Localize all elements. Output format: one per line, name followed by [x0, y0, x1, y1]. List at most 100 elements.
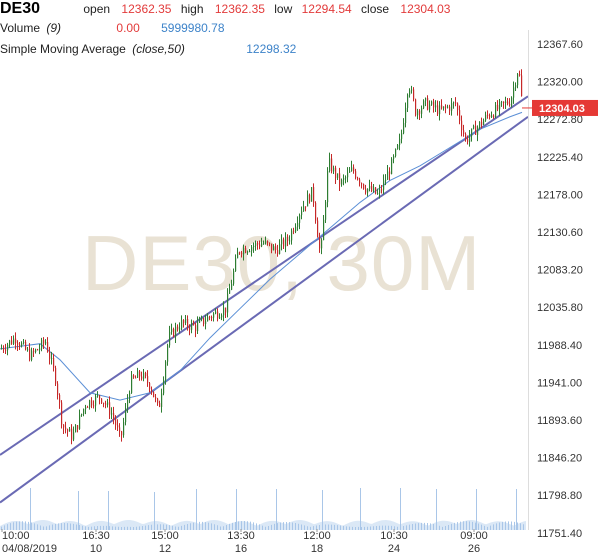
candle-body	[225, 307, 227, 313]
candle-body	[359, 179, 361, 184]
candle-body	[399, 138, 401, 145]
candle-body	[41, 340, 43, 349]
candle-body	[487, 114, 489, 116]
candle-body	[39, 348, 41, 350]
candle-body	[179, 328, 181, 330]
candle-body	[485, 114, 487, 121]
candle-body	[35, 349, 37, 353]
candle-body	[151, 389, 153, 392]
candle-body	[107, 402, 109, 405]
candle-body	[97, 395, 99, 397]
candle-body	[223, 307, 225, 316]
candle-body	[433, 101, 435, 108]
candle-body	[277, 250, 279, 254]
candle-body	[299, 215, 301, 223]
close-label: close	[361, 2, 390, 16]
candle-body	[345, 177, 347, 179]
candle-body	[479, 121, 481, 128]
candle-body	[493, 115, 495, 118]
candle-body	[425, 98, 427, 101]
candle-body	[423, 100, 425, 109]
candle-body	[371, 186, 373, 192]
candle-body	[115, 418, 117, 426]
candle-body	[275, 246, 277, 251]
candle-body	[501, 101, 503, 103]
candle-body	[373, 187, 375, 192]
candle-body	[319, 237, 321, 249]
candle-body	[171, 328, 173, 333]
y-tick-label: 11893.60	[537, 415, 582, 427]
x-tick-time: 10:00	[2, 530, 30, 542]
candle-body	[93, 405, 95, 407]
candle-body	[507, 101, 509, 104]
candle-body	[15, 338, 17, 344]
candle-body	[169, 332, 171, 346]
high-value: 12362.35	[214, 2, 265, 16]
candle-body	[7, 344, 9, 351]
candle-body	[291, 230, 293, 241]
candle-body	[307, 194, 309, 207]
candle-body	[9, 340, 11, 345]
candle-body	[333, 167, 335, 172]
candle-body	[499, 102, 501, 110]
x-tick-time: 16:30	[82, 530, 110, 542]
candle-body	[33, 350, 35, 353]
open-value: 12362.35	[121, 2, 172, 16]
candle-body	[471, 128, 473, 137]
candle-body	[411, 89, 413, 91]
sma-row: Simple Moving Average (close,50) 12298.3…	[0, 42, 296, 56]
candle-body	[377, 192, 379, 194]
candle-body	[135, 377, 137, 379]
candle-body	[45, 342, 47, 344]
y-tick-label: 12178.00	[537, 189, 583, 201]
candle-body	[25, 341, 27, 350]
volume-ma-value: 5999980.78	[161, 21, 225, 35]
candle-body	[173, 328, 175, 337]
candle-body	[335, 167, 337, 178]
candle-body	[211, 317, 213, 319]
candle-body	[285, 236, 287, 247]
candle-body	[245, 248, 247, 253]
close-value: 12304.03	[400, 2, 451, 16]
candle-body	[313, 187, 315, 203]
candle-body	[363, 184, 365, 189]
candle-body	[279, 244, 281, 254]
candle-body	[355, 171, 357, 178]
candle-body	[193, 323, 195, 326]
volume-label: Volume	[0, 21, 41, 35]
symbol-label: DE30	[0, 0, 41, 17]
candle-body	[85, 406, 87, 409]
candle-body	[73, 432, 75, 440]
candle-body	[309, 194, 311, 202]
candle-body	[75, 425, 77, 433]
candle-body	[199, 319, 201, 323]
candle-body	[403, 122, 405, 134]
high-label: high	[180, 2, 204, 16]
candle-body	[257, 242, 259, 245]
price-tag-label: 12304.03	[539, 103, 585, 115]
candle-body	[427, 98, 429, 110]
candle-body	[409, 90, 411, 95]
candle-body	[441, 105, 443, 109]
candle-body	[145, 372, 147, 377]
candle-body	[431, 101, 433, 105]
candle-body	[137, 371, 139, 378]
candle-body	[111, 413, 113, 415]
candle-body	[155, 397, 157, 399]
candle-body	[163, 379, 165, 394]
y-tick-label: 11751.40	[537, 528, 582, 540]
candle-body	[117, 425, 119, 428]
candle-body	[419, 110, 421, 114]
candle-body	[29, 349, 31, 360]
candle-body	[231, 283, 233, 290]
sma-value: 12298.32	[246, 42, 297, 56]
candle-body	[109, 402, 111, 415]
candle-body	[205, 321, 207, 325]
candle-body	[489, 115, 491, 118]
candle-body	[395, 149, 397, 157]
candle-body	[293, 230, 295, 232]
candle-body	[121, 431, 123, 436]
candle-body	[323, 219, 325, 241]
